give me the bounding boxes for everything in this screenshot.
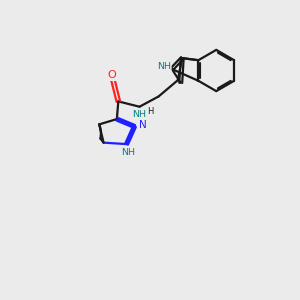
Text: N: N <box>139 120 147 130</box>
Text: NH: NH <box>157 62 171 71</box>
Text: H: H <box>147 106 153 116</box>
Text: NH: NH <box>133 110 146 119</box>
Text: NH: NH <box>121 148 135 157</box>
Text: O: O <box>107 70 116 80</box>
